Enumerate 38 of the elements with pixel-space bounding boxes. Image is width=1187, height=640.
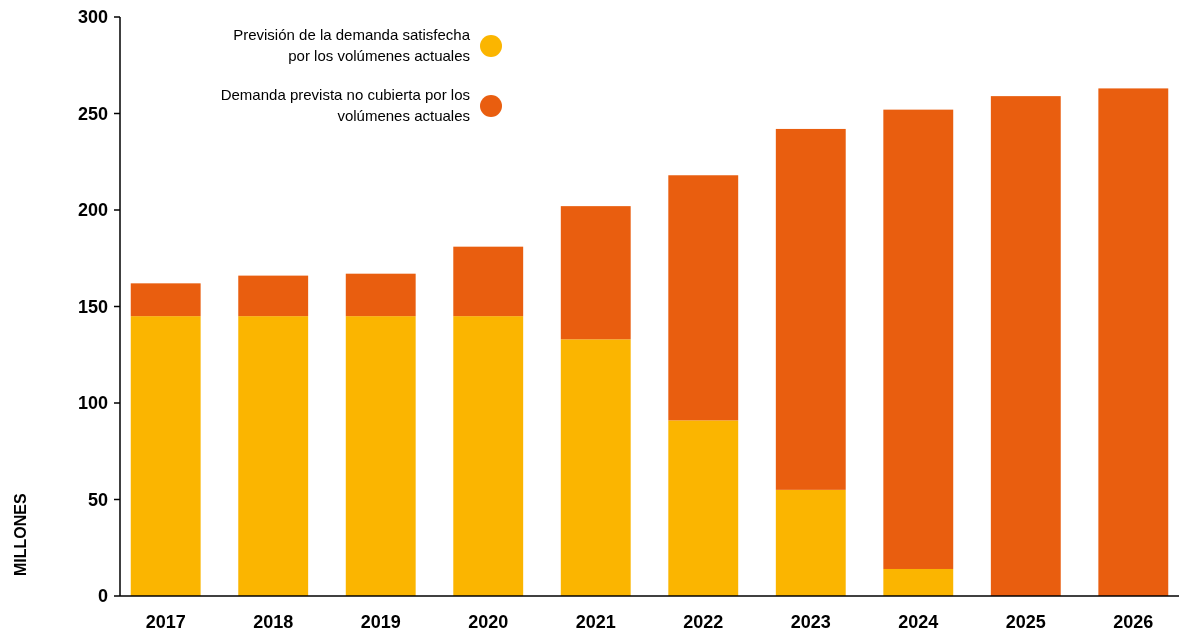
bar: [130, 316, 201, 596]
y-tick-label: 0: [97, 586, 108, 607]
bar: [883, 109, 954, 569]
bar: [560, 206, 631, 340]
y-tick-label: 200: [77, 200, 108, 221]
y-axis-title: MILLONES: [12, 493, 29, 576]
bar: [238, 275, 309, 317]
bar: [453, 246, 524, 317]
y-tick-label: 100: [77, 393, 108, 414]
x-tick-label: 2021: [575, 612, 616, 632]
x-tick-label: 2022: [683, 612, 724, 632]
x-tick-label: 2026: [1113, 612, 1154, 632]
x-tick-label: 2020: [468, 612, 509, 632]
bar: [668, 420, 739, 596]
y-tick-label: 300: [77, 7, 108, 28]
bar: [883, 568, 954, 596]
bar: [560, 339, 631, 596]
y-tick-label: 150: [77, 296, 108, 317]
bar: [668, 175, 739, 421]
bar: [990, 96, 1061, 596]
bar: [238, 316, 309, 596]
bar: [345, 316, 416, 596]
bar: [345, 273, 416, 317]
y-tick-label: 50: [87, 489, 108, 510]
bar: [775, 128, 846, 490]
bar: [775, 489, 846, 596]
bar: [130, 283, 201, 317]
legend-label: Previsión de la demanda satisfecha por los volúmenes actuales: [233, 26, 471, 64]
x-tick-label: 2024: [898, 612, 939, 632]
y-tick-label: 250: [77, 103, 108, 124]
legend-label: Demanda prevista no cubierta por los volúmenes actuales: [220, 86, 470, 124]
x-tick-label: 2025: [1005, 612, 1046, 632]
bar: [453, 316, 524, 596]
x-tick-label: 2017: [145, 612, 186, 632]
x-tick-label: 2019: [360, 612, 401, 632]
x-tick-label: 2023: [790, 612, 831, 632]
x-tick-label: 2018: [253, 612, 294, 632]
bar: [1098, 88, 1169, 596]
